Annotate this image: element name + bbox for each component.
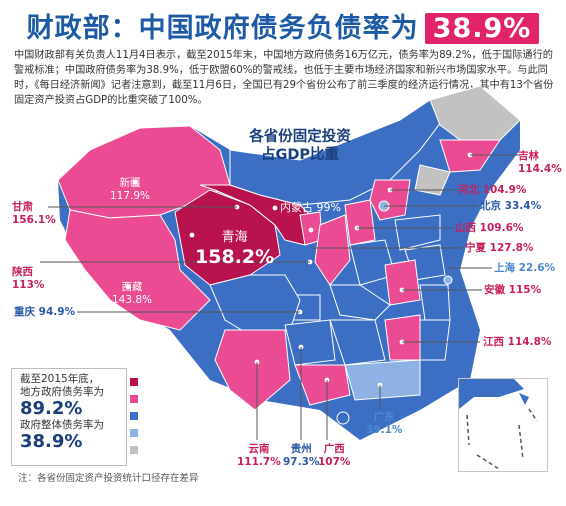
pin-ningxia xyxy=(308,227,314,233)
map-title-line2: 占GDP比重 xyxy=(260,147,340,163)
legend-item-100-150: 占比100%至150% xyxy=(129,391,251,406)
legend-swatch xyxy=(129,444,139,455)
inset-boundary-line xyxy=(528,408,538,422)
pin-xinjiang xyxy=(132,179,138,185)
province-jiangxi xyxy=(384,314,421,361)
stats-label-2: 地方政府债务率为 xyxy=(20,386,104,398)
legend-item-unpublished: 未公布 xyxy=(129,442,251,457)
label-guangdong: 广东 39.1% xyxy=(366,411,403,436)
title-text: 财政部：中国政府债务负债率为 xyxy=(26,13,419,44)
south-china-sea-inset xyxy=(458,378,548,472)
inset-coast xyxy=(459,379,524,409)
label-beijing: 北京 33.4% xyxy=(480,200,542,212)
province-anhui xyxy=(384,259,421,306)
label-anhui: 安徽 115% xyxy=(484,284,542,296)
label-guizhou: 贵州 97.3% xyxy=(283,443,320,468)
label-shanghai: 上海 22.6% xyxy=(494,262,556,274)
debt-stats-box: 截至2015年底， 地方政府债务率为 89.2% 政府整体债务率为 38.9% xyxy=(11,368,127,466)
province-fujian xyxy=(419,319,451,361)
inset-island xyxy=(519,393,529,405)
stats-label-1: 截至2015年底， xyxy=(20,373,100,385)
province-hunan xyxy=(329,319,386,366)
province-neimenggu xyxy=(229,99,451,206)
province-hubei xyxy=(329,284,391,321)
province-xizang xyxy=(64,209,211,331)
legend-swatch xyxy=(129,376,139,387)
intro-paragraph: 中国财政部有关负责人11月4日表示，截至2015年末，中国地方政府债务16万亿元… xyxy=(14,50,554,106)
label-chongqing: 重庆 94.9% xyxy=(14,306,76,318)
label-shanxi: 山西 109.6% xyxy=(455,222,524,234)
pin-qinghai xyxy=(189,232,195,238)
legend-swatch xyxy=(129,427,139,438)
legend-item-under80: 占比80%以下 xyxy=(129,425,251,440)
pin-neimenggu xyxy=(272,205,278,211)
footnote: 注：各省份固定资产投资统计口径存在差异 xyxy=(18,473,199,484)
province-guangdong xyxy=(344,359,421,401)
label-yunnan: 云南 111.7% xyxy=(237,443,281,468)
label-jilin: 吉林 114.4% xyxy=(518,150,562,175)
pin-xizang xyxy=(125,284,131,290)
page-title: 财政部：中国政府债务负债率为 38.9% xyxy=(0,6,566,45)
label-shaanxi: 陕西 113% xyxy=(12,266,45,291)
inset-boundary-line xyxy=(476,454,500,470)
label-xinjiang: 新疆 117.9% xyxy=(110,177,151,202)
stats-label-3: 政府整体债务率为 xyxy=(20,419,104,431)
province-shaanxi xyxy=(314,214,351,286)
label-qinghai: 青海 158.2% xyxy=(195,230,275,268)
province-liaoning xyxy=(414,164,451,196)
province-guizhou xyxy=(284,319,336,366)
legend-swatch xyxy=(129,393,139,404)
label-xizang: 西藏 143.8% xyxy=(112,281,153,306)
label-gansu: 甘肃 156.1% xyxy=(12,201,56,226)
inset-boundary-line xyxy=(466,414,470,446)
province-hainan xyxy=(336,411,350,425)
inset-boundary-line xyxy=(518,424,524,460)
province-shanxi xyxy=(344,199,376,246)
label-hebei: 河北 104.9% xyxy=(458,184,527,196)
province-shanghai xyxy=(443,275,453,285)
stats-value-gov-debt: 38.9% xyxy=(20,431,83,452)
legend-swatch xyxy=(129,410,139,421)
title-highlight: 38.9% xyxy=(424,13,540,44)
label-guangxi: 广西 107% xyxy=(318,443,351,468)
stats-value-local-debt: 89.2% xyxy=(20,398,83,419)
province-qinghai xyxy=(174,189,281,286)
province-shandong xyxy=(394,214,441,251)
legend-item-over150: 占比150%以上 xyxy=(129,374,251,389)
province-sichuan xyxy=(209,274,301,336)
legend-item-80-100: 占比80%至100% xyxy=(129,408,251,423)
map-legend-title: 各省份固定投资 占GDP比重 xyxy=(240,128,360,164)
map-title-line1: 各省份固定投资 xyxy=(249,129,351,145)
province-yunnan xyxy=(214,329,291,411)
map-legend: 占比150%以上 占比100%至150% 占比80%至100% 占比80%以下 … xyxy=(129,374,251,459)
label-neimenggu: 内蒙古 99% xyxy=(280,201,341,214)
province-guangxi xyxy=(294,364,351,406)
inset-map xyxy=(459,379,538,470)
label-ningxia: 宁夏 127.8% xyxy=(465,242,534,254)
label-jiangxi: 江西 114.8% xyxy=(483,336,552,348)
